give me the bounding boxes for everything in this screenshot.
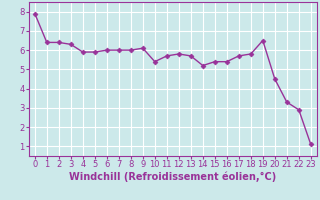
X-axis label: Windchill (Refroidissement éolien,°C): Windchill (Refroidissement éolien,°C) (69, 172, 276, 182)
